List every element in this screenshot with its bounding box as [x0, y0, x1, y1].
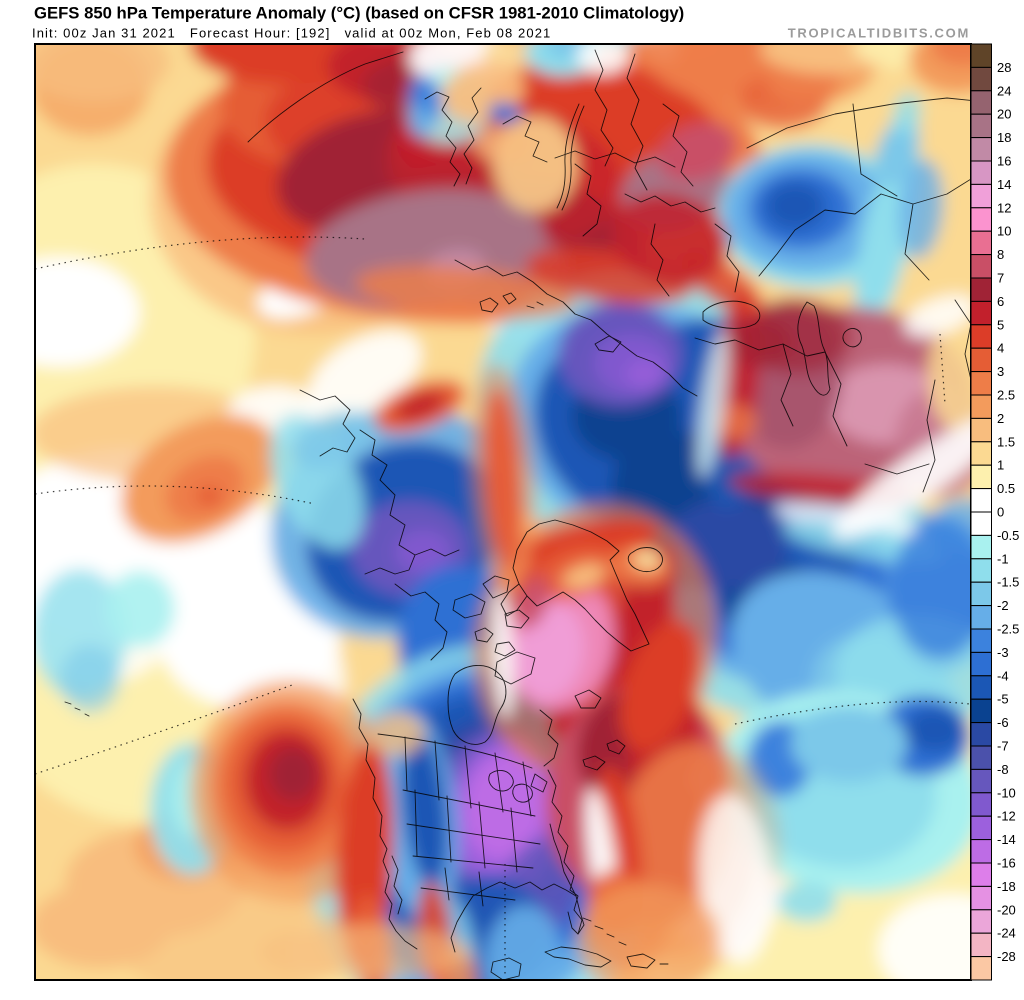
svg-text:14: 14	[997, 177, 1011, 192]
svg-text:-20: -20	[997, 902, 1016, 917]
svg-text:0.5: 0.5	[997, 481, 1015, 496]
svg-text:20: 20	[997, 107, 1011, 122]
svg-text:-12: -12	[997, 809, 1016, 824]
svg-text:-10: -10	[997, 785, 1016, 800]
svg-text:Init: 00z Jan 31 2021 Foreca: Init: 00z Jan 31 2021 Forecast Hour: [19…	[32, 26, 551, 41]
svg-text:-14: -14	[997, 832, 1016, 847]
svg-text:2.5: 2.5	[997, 388, 1015, 403]
svg-text:2: 2	[997, 411, 1004, 426]
svg-text:TROPICALTIDBITS.COM: TROPICALTIDBITS.COM	[788, 26, 970, 41]
svg-text:GEFS 850 hPa Temperature Anoma: GEFS 850 hPa Temperature Anomaly (°C) (b…	[34, 4, 684, 23]
svg-text:-2: -2	[997, 598, 1009, 613]
svg-text:-2.5: -2.5	[997, 622, 1019, 637]
svg-text:1.5: 1.5	[997, 434, 1015, 449]
svg-text:-6: -6	[997, 715, 1009, 730]
svg-text:-28: -28	[997, 949, 1016, 964]
svg-text:1: 1	[997, 458, 1004, 473]
svg-text:8: 8	[997, 247, 1004, 262]
svg-text:-18: -18	[997, 879, 1016, 894]
svg-text:6: 6	[997, 294, 1004, 309]
svg-text:12: 12	[997, 200, 1011, 215]
svg-text:3: 3	[997, 364, 1004, 379]
svg-text:18: 18	[997, 130, 1011, 145]
svg-text:-1: -1	[997, 551, 1009, 566]
svg-text:24: 24	[997, 83, 1011, 98]
svg-text:-4: -4	[997, 668, 1009, 683]
svg-text:-0.5: -0.5	[997, 528, 1019, 543]
svg-text:7: 7	[997, 271, 1004, 286]
svg-text:-7: -7	[997, 739, 1009, 754]
svg-text:-3: -3	[997, 645, 1009, 660]
svg-text:16: 16	[997, 154, 1011, 169]
svg-text:-24: -24	[997, 926, 1016, 941]
svg-text:0: 0	[997, 505, 1004, 520]
svg-text:28: 28	[997, 60, 1011, 75]
svg-text:5: 5	[997, 317, 1004, 332]
svg-text:4: 4	[997, 341, 1004, 356]
svg-text:-8: -8	[997, 762, 1009, 777]
svg-text:10: 10	[997, 224, 1011, 239]
svg-text:-1.5: -1.5	[997, 575, 1019, 590]
svg-text:-16: -16	[997, 856, 1016, 871]
svg-text:-5: -5	[997, 692, 1009, 707]
